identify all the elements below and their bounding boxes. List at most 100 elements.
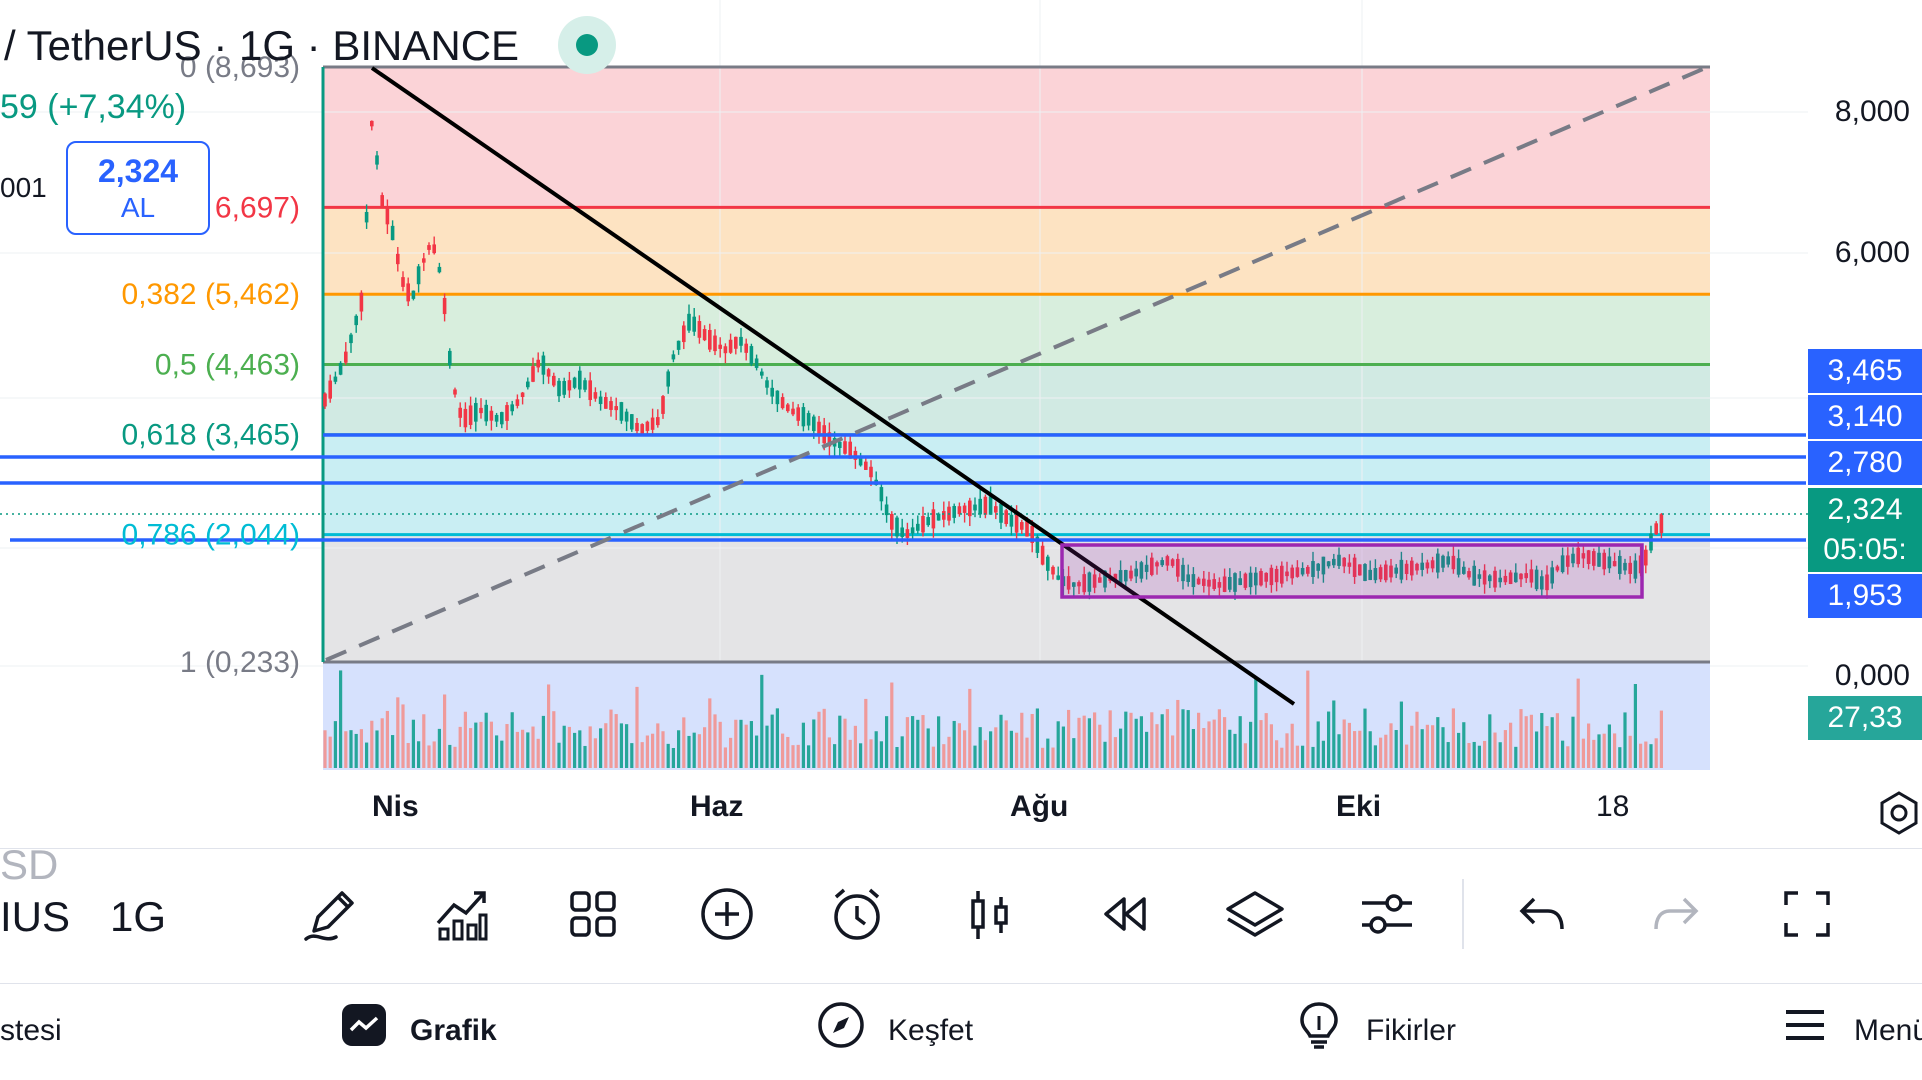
volume-bar (635, 686, 639, 768)
candle-body (905, 529, 910, 538)
candle-body (1576, 547, 1580, 565)
volume-bar (859, 743, 863, 768)
candle-body (1649, 533, 1653, 551)
nav-ideas[interactable]: Fikirler (1366, 1014, 1456, 1047)
candle-body (510, 404, 514, 412)
volume-bar (713, 714, 717, 768)
nav-menu[interactable]: Menü (1854, 1014, 1922, 1047)
volume-bar (1311, 746, 1315, 768)
candle-body (921, 515, 925, 533)
volume-bar (703, 727, 707, 768)
fullscreen-icon[interactable] (1772, 879, 1842, 949)
countdown-badge: 05:05: (1808, 528, 1922, 572)
lightbulb-icon[interactable] (1294, 1000, 1344, 1050)
drawing-toolbar: SD IUS 1G (0, 841, 1922, 984)
candles-icon[interactable] (956, 879, 1026, 949)
candle-body (1446, 556, 1450, 565)
candle-body (1519, 573, 1523, 580)
chart-settings-icon[interactable] (1876, 790, 1922, 836)
pencil-icon[interactable] (296, 879, 366, 949)
candle-body (479, 407, 483, 414)
volume-bar (1550, 717, 1554, 768)
volume-bar (1275, 740, 1279, 768)
candle-body (780, 397, 785, 409)
volume-bar (1628, 735, 1632, 768)
candle-body (676, 340, 681, 350)
interval-button[interactable]: 1G (110, 893, 167, 940)
candle-body (760, 371, 764, 376)
symbol-title[interactable]: / TetherUS · 1G · BINANCE (4, 22, 520, 69)
compass-icon[interactable] (816, 1000, 866, 1050)
volume-bar (1649, 744, 1653, 768)
volume-bar (1571, 716, 1575, 768)
candle-body (598, 396, 603, 405)
candle-body (578, 370, 582, 390)
volume-bar (983, 740, 987, 768)
nav-chart[interactable]: Grafik (410, 1014, 497, 1047)
volume-bar (411, 719, 415, 768)
volume-bar (432, 741, 436, 768)
fib-label: 0,5 (4,463) (155, 349, 300, 382)
candle-body (427, 245, 431, 250)
volume-bar (687, 735, 691, 768)
volume-bar (1035, 708, 1039, 768)
redo-icon[interactable] (1640, 879, 1710, 949)
candle-body (1508, 572, 1513, 585)
volume-bar (890, 682, 894, 768)
candle-body (1534, 569, 1539, 590)
grid-icon[interactable] (558, 879, 628, 949)
symbol-fragment[interactable]: IUS (0, 893, 71, 940)
candle-body (723, 346, 728, 354)
layers-icon[interactable] (1220, 879, 1290, 949)
candle-body (1186, 574, 1190, 582)
chart-tab-icon[interactable] (340, 1000, 390, 1050)
volume-bar (931, 746, 935, 768)
nav-explore[interactable]: Keşfet (888, 1014, 974, 1047)
volume-badge: 27,33 (1808, 696, 1922, 740)
indicators-icon[interactable] (426, 879, 496, 949)
volume-bar (448, 744, 452, 768)
volume-bar (1592, 739, 1596, 768)
undo-icon[interactable] (1508, 879, 1578, 949)
candle-body (1212, 579, 1216, 589)
nav-watchlist[interactable]: stesi (0, 1014, 62, 1047)
volume-bar (443, 694, 447, 768)
candle-body (546, 369, 551, 377)
candle-body (1394, 567, 1398, 574)
buy-button[interactable]: 2,324 AL (66, 141, 210, 235)
candle-body (338, 362, 343, 375)
candle-body (1118, 570, 1123, 584)
price-chart[interactable]: 0 (8,693) 6,697) 0,382 (5,462) 0,5 (4,463) 0… (0, 0, 1922, 850)
volume-bar (552, 711, 556, 768)
volume-bar (916, 719, 920, 768)
volume-bar (1124, 711, 1128, 768)
candle-body (910, 527, 915, 534)
volume-bar (1425, 724, 1429, 768)
candle-body (1155, 562, 1159, 567)
candle-body (1030, 525, 1034, 543)
candle-body (567, 380, 572, 391)
settings-sliders-icon[interactable] (1352, 879, 1422, 949)
menu-icon[interactable] (1780, 1000, 1830, 1050)
candle-body (1342, 557, 1346, 567)
candle-body (1373, 568, 1378, 581)
candle-body (838, 441, 842, 448)
plus-circle-icon[interactable] (692, 879, 762, 949)
candle-body (1025, 520, 1029, 537)
volume-bar (723, 747, 727, 768)
last-price-badge: 2,324 (1808, 488, 1922, 532)
alarm-icon[interactable] (822, 879, 892, 949)
volume-bar (1524, 716, 1528, 768)
volume-bar (978, 727, 982, 768)
volume-bar (1389, 723, 1393, 768)
candle-body (817, 421, 821, 437)
volume-bar (1342, 719, 1346, 768)
volume-bar (463, 711, 467, 768)
candle-body (645, 421, 650, 431)
candle-body (1456, 558, 1461, 575)
bottom-navigation: stesi Grafik Keşfet Fikirler Menü (0, 982, 1922, 1080)
volume-bar (1576, 678, 1580, 768)
replay-icon[interactable] (1088, 879, 1158, 949)
candle-body (1264, 572, 1268, 582)
candle-body (1659, 514, 1664, 534)
